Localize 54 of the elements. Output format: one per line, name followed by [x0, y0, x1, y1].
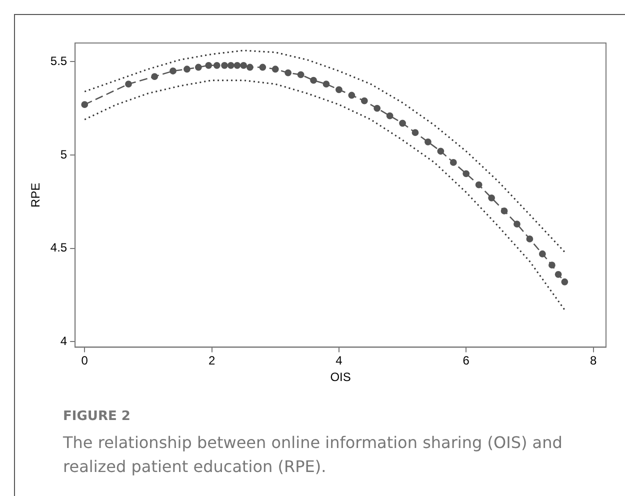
- point: [194, 64, 202, 71]
- x-axis-title: OIS: [330, 370, 351, 384]
- point: [81, 101, 88, 108]
- point: [284, 69, 292, 76]
- x-tick-label: 0: [81, 354, 88, 368]
- point: [125, 80, 132, 88]
- text: The relationship between online information sharing (OIS) and realized patient education (RPE).: [63, 432, 564, 478]
- point: [450, 158, 457, 166]
- line-series: [84, 50, 566, 253]
- y-axis-title: RPE: [28, 182, 43, 208]
- point: [234, 62, 241, 69]
- x-tick-label: 8: [590, 354, 597, 368]
- point: [462, 170, 470, 178]
- point: [399, 120, 406, 127]
- point: [336, 86, 342, 94]
- y-tick-label: 4: [60, 334, 68, 348]
- point: [259, 64, 266, 71]
- point: [360, 97, 368, 104]
- x-tick-label: 4: [336, 354, 343, 368]
- point: [424, 138, 432, 146]
- point: [205, 62, 212, 69]
- point: [514, 220, 520, 228]
- point: [227, 62, 234, 69]
- point: [412, 129, 419, 136]
- point: [548, 262, 556, 269]
- line-series: [84, 80, 566, 311]
- y-tick-label: 4.5: [50, 240, 68, 255]
- point: [526, 236, 534, 242]
- point: [386, 112, 394, 120]
- point: [310, 76, 317, 84]
- x-tick-label: 6: [462, 354, 470, 368]
- point: [297, 71, 304, 78]
- point: [475, 181, 482, 188]
- point: [272, 66, 279, 73]
- x-tick-label: 2: [208, 354, 216, 368]
- point: [151, 73, 158, 80]
- point: [170, 68, 176, 74]
- point: [213, 62, 220, 69]
- y-tick-label: 5: [60, 147, 68, 162]
- caption: FIGURE 2: [63, 409, 130, 424]
- point: [437, 148, 444, 155]
- point: [500, 208, 508, 214]
- point: [221, 62, 228, 69]
- point: [348, 92, 356, 99]
- y-tick-label: 5.5: [50, 54, 68, 68]
- point: [322, 80, 330, 88]
- point: [561, 278, 568, 286]
- point: [240, 62, 248, 69]
- point: [246, 64, 254, 71]
- point: [488, 194, 495, 202]
- point: [374, 104, 381, 112]
- point: [554, 270, 562, 278]
- point: [538, 250, 546, 258]
- point: [184, 66, 190, 73]
